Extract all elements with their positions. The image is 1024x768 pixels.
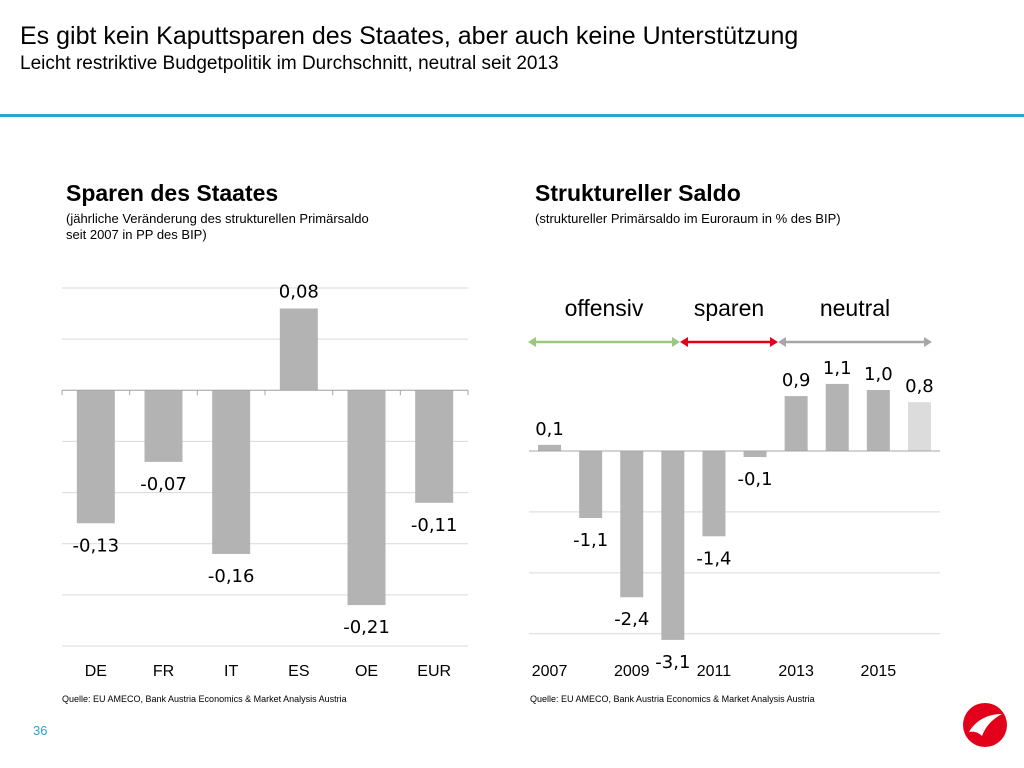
header-rule [0, 114, 1024, 117]
chart-right-source: Quelle: EU AMECO, Bank Austria Economics… [530, 694, 815, 704]
bar-year-2010 [661, 450, 685, 640]
bar-de [76, 390, 115, 524]
data-label-oe: -0,21 [343, 617, 390, 638]
data-label-year-2013: 0,9 [782, 370, 811, 391]
bar-year-2016 [907, 402, 931, 451]
bar-year-2014 [825, 383, 849, 451]
data-label-year-2016: 0,8 [905, 376, 934, 397]
bar-year-2008 [579, 450, 603, 518]
logo-swoosh [969, 714, 1002, 736]
data-label-es: 0,08 [279, 281, 319, 302]
phase-arrow-head-right-sparen [770, 337, 778, 347]
tick-label-de: DE [85, 663, 107, 680]
data-label-year-2011: -1,4 [696, 548, 731, 569]
bar-year-2015 [866, 390, 890, 451]
bar-fr [144, 390, 183, 462]
data-label-eur: -0,11 [411, 515, 458, 536]
tick-label-year-2013: 2013 [778, 663, 814, 680]
bar-eur [415, 390, 454, 503]
bar-oe [347, 390, 386, 606]
data-label-year-2014: 1,1 [823, 358, 852, 379]
bar-year-2009 [620, 450, 644, 598]
data-label-year-2008: -1,1 [573, 530, 608, 551]
slide-title: Es gibt kein Kaputtsparen des Staates, a… [20, 22, 799, 50]
phase-arrow-head-right-offensiv [672, 337, 680, 347]
phase-label-neutral: neutral [820, 295, 890, 321]
tick-label-eur: EUR [417, 663, 451, 680]
chart-left-title: Sparen des Staates [66, 180, 279, 206]
tick-label-fr: FR [153, 663, 174, 680]
data-label-de: -0,13 [73, 535, 120, 556]
tick-label-year-2011: 2011 [697, 663, 732, 680]
tick-label-es: ES [288, 663, 309, 680]
phase-label-sparen: sparen [694, 295, 764, 321]
data-label-fr: -0,07 [140, 474, 187, 495]
chart-left-source: Quelle: EU AMECO, Bank Austria Economics… [62, 694, 347, 704]
bank-logo-icon [963, 703, 1007, 747]
bar-year-2012 [743, 450, 767, 458]
chart-left-description: (jährliche Veränderung des strukturellen… [66, 211, 369, 242]
chart-right-title: Struktureller Saldo [535, 180, 741, 206]
bar-year-2011 [702, 450, 726, 537]
phase-label-offensiv: offensiv [565, 295, 644, 321]
data-label-it: -0,16 [208, 566, 255, 587]
phase-arrow-head-left-sparen [680, 337, 688, 347]
data-label-year-2012: -0,1 [737, 469, 772, 490]
data-label-year-2010: -3,1 [655, 652, 690, 673]
bar-year-2007 [538, 444, 562, 451]
tick-label-year-2007: 2007 [532, 663, 568, 680]
data-label-year-2015: 1,0 [864, 364, 893, 385]
bar-es [279, 308, 318, 391]
tick-label-year-2009: 2009 [614, 663, 650, 680]
data-label-year-2007: 0,1 [535, 419, 564, 440]
chart-right-description: (struktureller Primärsaldo im Euroraum i… [535, 211, 841, 226]
data-label-year-2009: -2,4 [614, 609, 649, 630]
page-number: 36 [33, 723, 48, 738]
phase-arrow-head-left-offensiv [528, 337, 536, 347]
tick-label-it: IT [224, 663, 238, 680]
tick-label-year-2015: 2015 [861, 663, 897, 680]
phase-arrow-head-left-neutral [778, 337, 786, 347]
bar-year-2013 [784, 396, 808, 451]
tick-label-oe: OE [355, 663, 378, 680]
phase-arrow-head-right-neutral [924, 337, 932, 347]
slide-subtitle: Leicht restriktive Budgetpolitik im Durc… [20, 53, 559, 74]
bar-it [212, 390, 251, 554]
